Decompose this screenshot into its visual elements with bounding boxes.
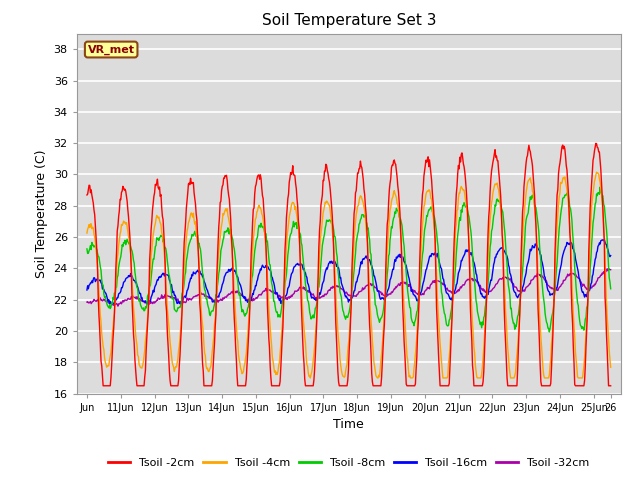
Legend: Tsoil -2cm, Tsoil -4cm, Tsoil -8cm, Tsoil -16cm, Tsoil -32cm: Tsoil -2cm, Tsoil -4cm, Tsoil -8cm, Tsoi… — [104, 453, 594, 472]
Title: Soil Temperature Set 3: Soil Temperature Set 3 — [262, 13, 436, 28]
Text: VR_met: VR_met — [88, 44, 134, 55]
Y-axis label: Soil Temperature (C): Soil Temperature (C) — [35, 149, 48, 278]
X-axis label: Time: Time — [333, 418, 364, 431]
